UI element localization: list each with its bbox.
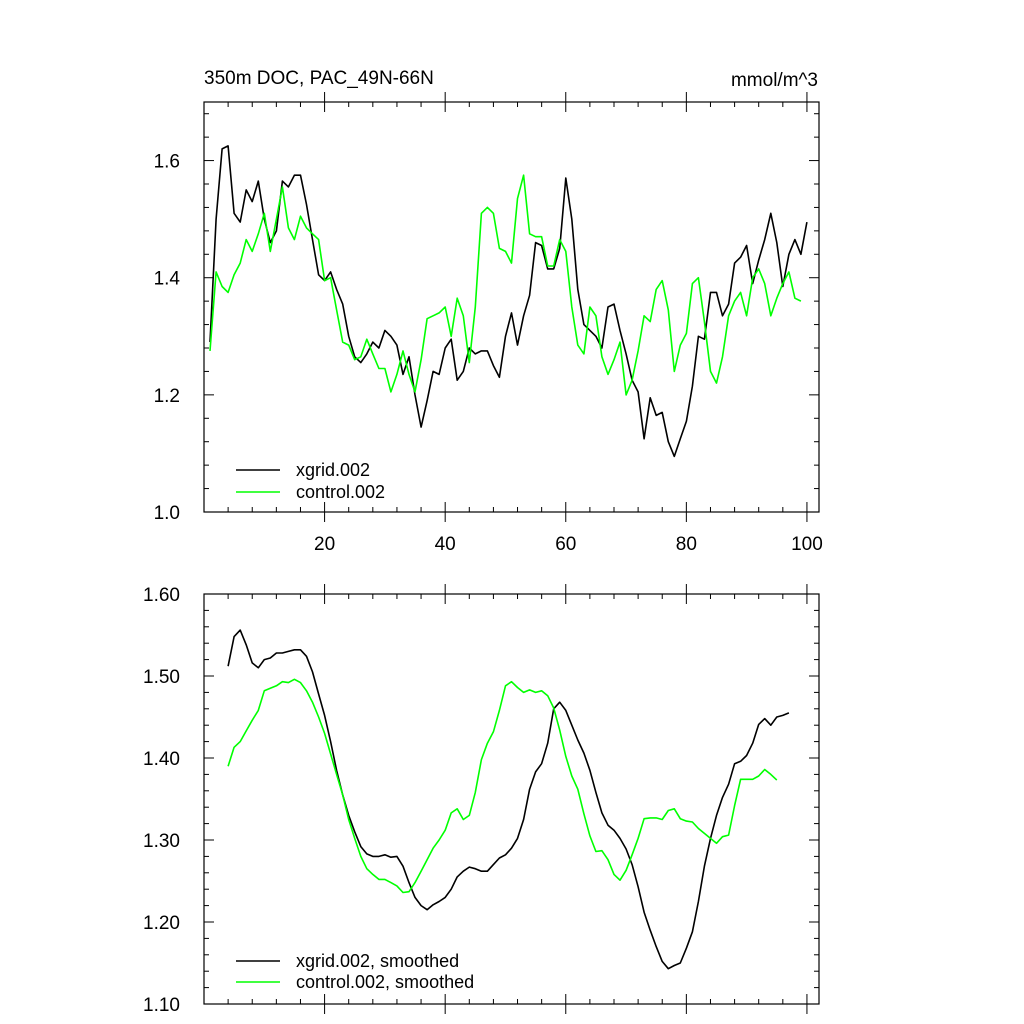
top-series-group <box>209 145 808 458</box>
x-tick-label: 40 <box>435 534 456 555</box>
bottom-panel: 1.10 1.20 1.30 1.40 1.50 1.60 xgrid.002, smoo… <box>143 584 820 1016</box>
top-series-line-xgrid <box>209 145 808 458</box>
legend-label-xgrid: xgrid.002 <box>296 460 370 480</box>
x-tick-label: 60 <box>555 534 576 555</box>
bottom-series-line-xgrid <box>227 629 790 970</box>
bottom-plot-frame <box>203 593 820 1005</box>
bottom-series-group <box>227 629 790 970</box>
legend-label-control: control.002 <box>296 482 385 502</box>
top-plot-frame <box>203 101 820 513</box>
y-tick-label: 1.60 <box>143 585 180 606</box>
y-tick-label: 1.40 <box>143 749 180 770</box>
bottom-legend: xgrid.002, smoothed control.002, smoothe… <box>236 951 474 992</box>
x-tick-label: 80 <box>676 534 697 555</box>
y-tick-label: 1.20 <box>143 913 180 934</box>
top-series-line-control <box>209 174 802 396</box>
bottom-axis-ticks: 1.10 1.20 1.30 1.40 1.50 1.60 <box>143 584 819 1016</box>
top-panel: 350m DOC, PAC_49N-66N mmol/m^3 20 40 60 80 1… <box>154 68 823 555</box>
y-tick-label: 1.30 <box>143 831 180 852</box>
x-tick-label: 100 <box>791 534 823 555</box>
chart-title: 350m DOC, PAC_49N-66N <box>204 68 434 89</box>
y-tick-label: 1.6 <box>154 152 180 173</box>
units-label: mmol/m^3 <box>731 70 818 91</box>
y-tick-label: 1.4 <box>154 269 181 290</box>
legend-label-control-smoothed: control.002, smoothed <box>296 972 474 992</box>
y-tick-label: 1.50 <box>143 667 180 688</box>
y-tick-label: 1.10 <box>143 995 180 1016</box>
y-tick-label: 1.0 <box>154 503 180 524</box>
top-legend: xgrid.002 control.002 <box>236 460 385 502</box>
y-tick-label: 1.2 <box>154 386 180 407</box>
top-axis-ticks: 20 40 60 80 100 1.0 1.2 1.4 1.6 <box>154 92 823 555</box>
bottom-series-line-control <box>227 678 778 894</box>
legend-label-xgrid-smoothed: xgrid.002, smoothed <box>296 951 459 971</box>
x-tick-label: 20 <box>314 534 335 555</box>
